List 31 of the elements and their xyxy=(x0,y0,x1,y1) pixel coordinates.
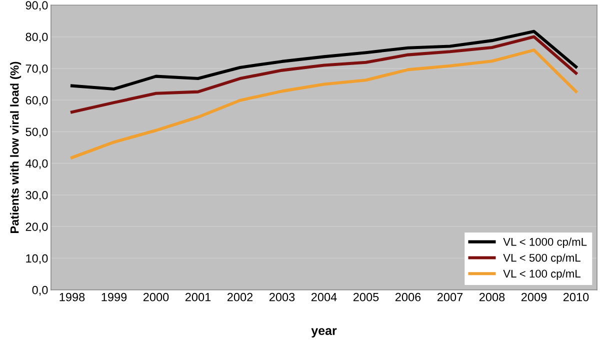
y-tick-label: 70,0 xyxy=(26,64,48,74)
x-tick-label: 2002 xyxy=(227,292,253,302)
x-tick-label: 2006 xyxy=(395,292,421,302)
legend-label: VL < 1000 cp/mL xyxy=(503,238,587,248)
legend-label: VL < 500 cp/mL xyxy=(503,254,580,264)
x-tick-label: 2001 xyxy=(185,292,211,302)
line-series xyxy=(70,30,578,90)
x-tick-label: 2003 xyxy=(269,292,295,302)
y-tick-label: 40,0 xyxy=(26,159,48,170)
x-tick-label: 2008 xyxy=(479,292,505,302)
legend-label: VL < 100 cp/mL xyxy=(503,269,580,280)
y-tick-label: 50,0 xyxy=(26,128,48,138)
x-axis-title: year xyxy=(311,328,337,338)
x-tick-label: 1999 xyxy=(102,292,127,302)
x-tick-label: 2007 xyxy=(437,292,463,302)
y-tick-label: 30,0 xyxy=(26,190,48,201)
x-tick-label: 2004 xyxy=(311,292,337,302)
x-tick-label: 1998 xyxy=(60,292,85,302)
y-tick-label: 20,0 xyxy=(26,222,48,232)
y-tick-label: 80,0 xyxy=(26,32,48,43)
line-series xyxy=(70,48,578,160)
x-tick-label: 2005 xyxy=(353,292,379,302)
y-tick-label: 90,0 xyxy=(26,1,48,11)
x-tick-label: 2010 xyxy=(563,292,589,302)
y-tick-label: 10,0 xyxy=(26,254,48,264)
x-tick-label: 2009 xyxy=(521,292,547,302)
y-tick-label: 60,0 xyxy=(26,96,48,106)
y-tick-label: 0,0 xyxy=(32,286,48,296)
line-series xyxy=(70,35,578,114)
x-tick-label: 2000 xyxy=(143,292,169,302)
y-axis-title: Patients with low viral load (%) xyxy=(10,62,22,233)
